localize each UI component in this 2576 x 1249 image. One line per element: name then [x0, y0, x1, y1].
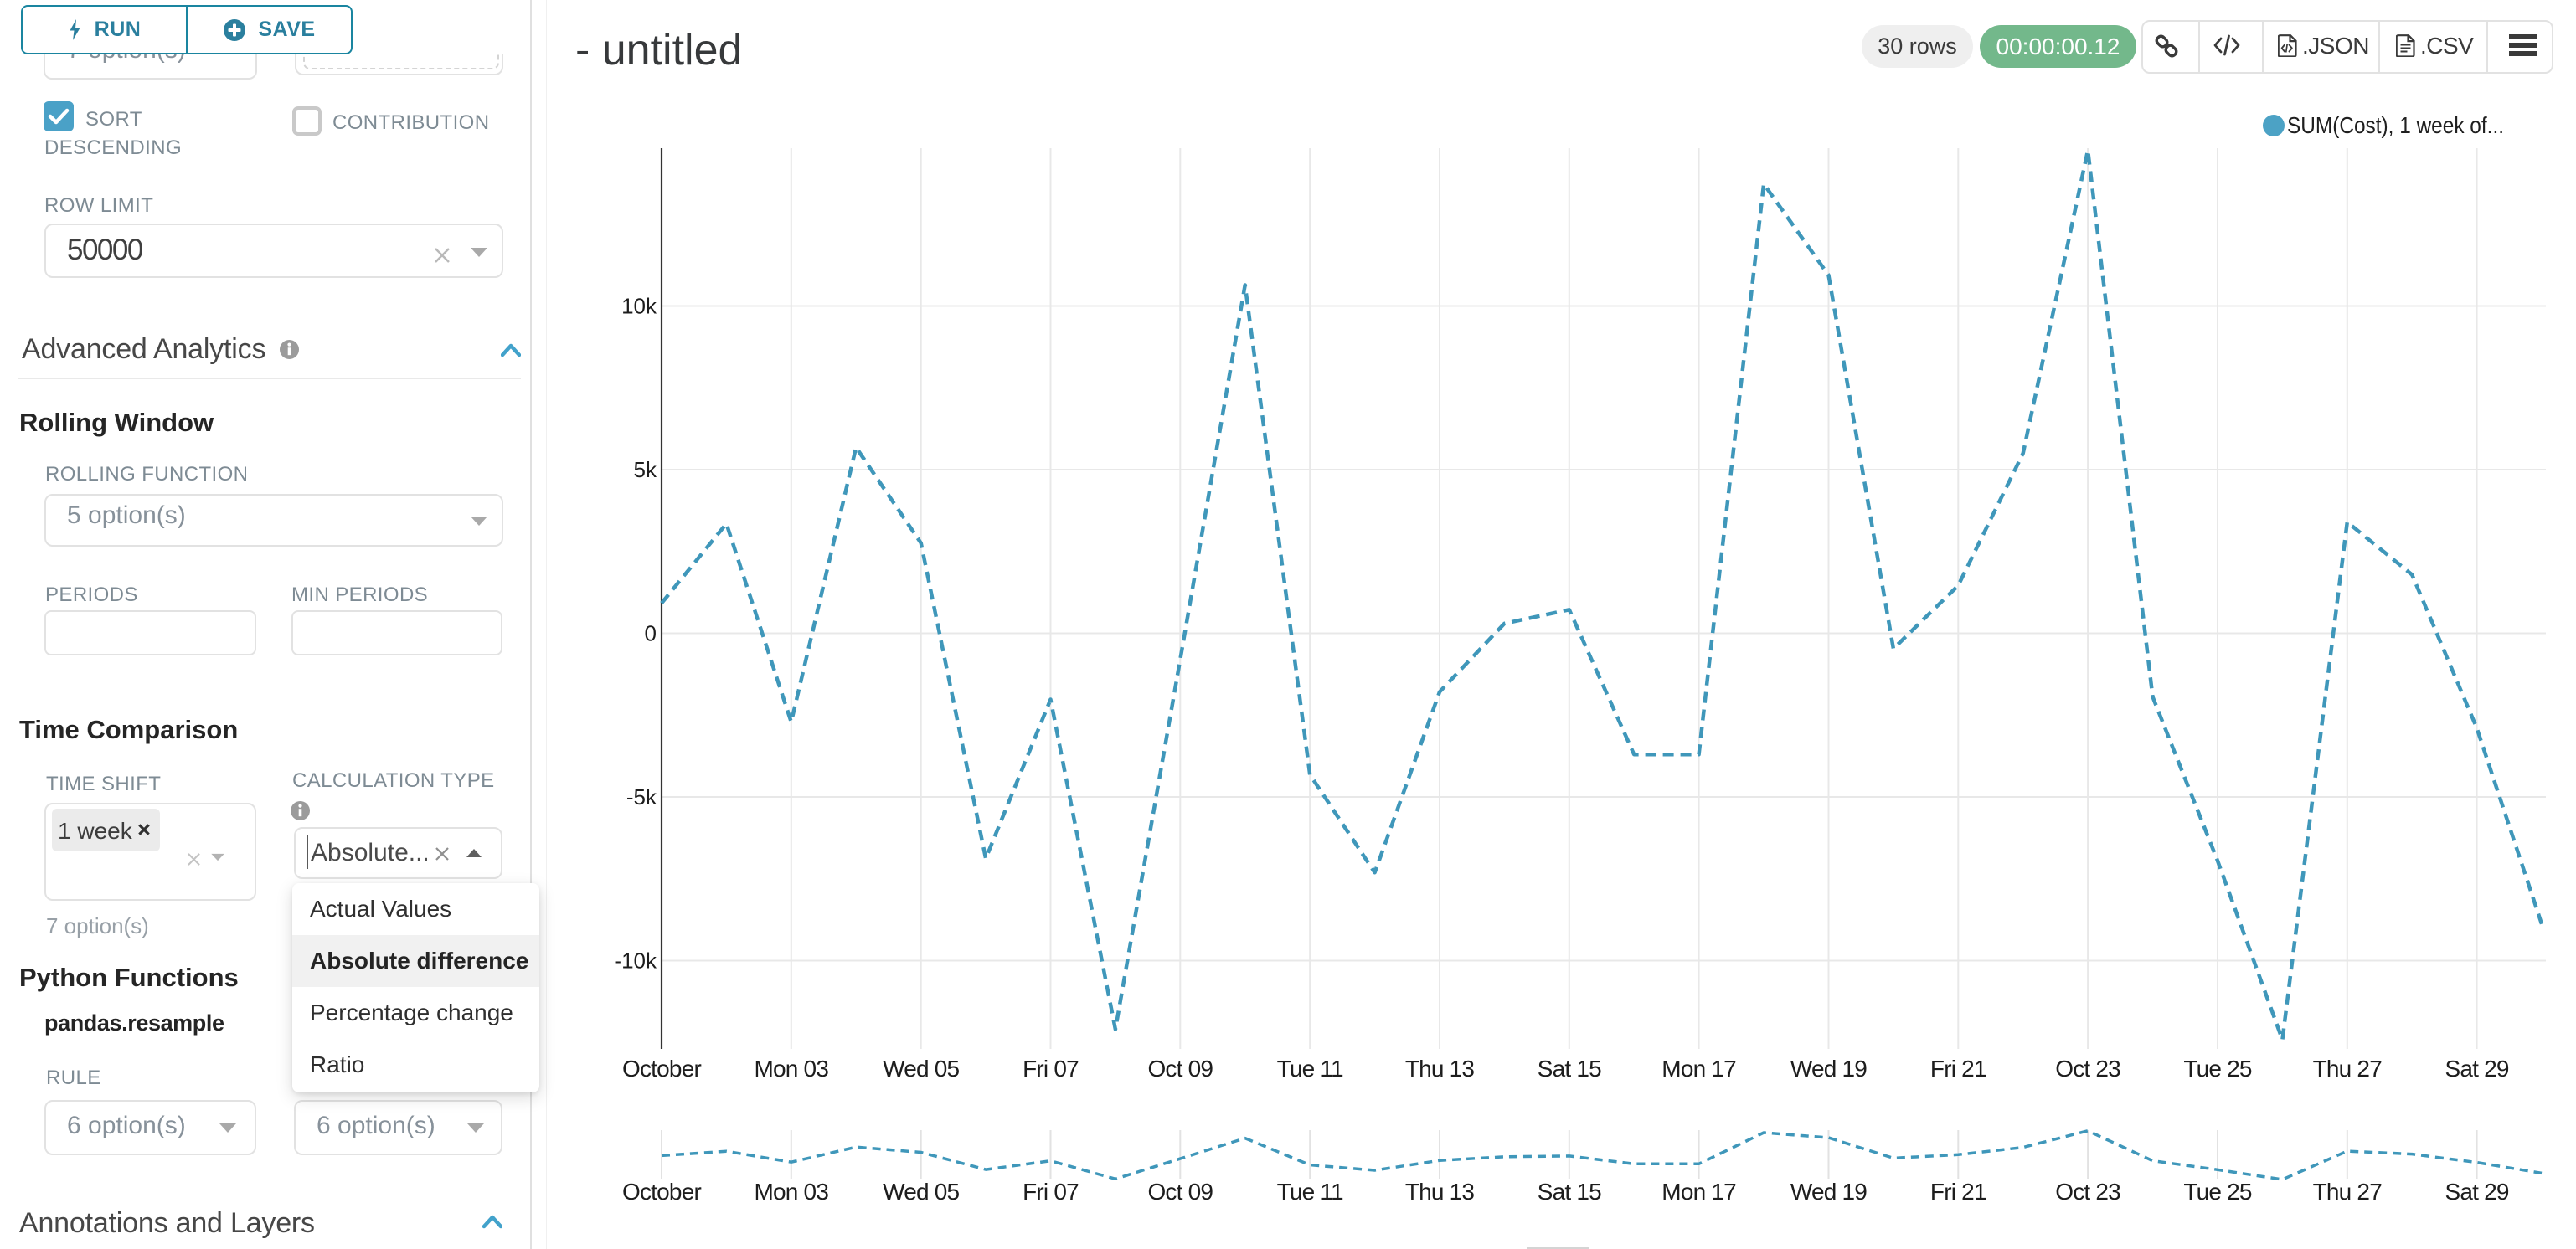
svg-text:Sat 29: Sat 29	[2445, 1179, 2509, 1205]
svg-text:Mon 17: Mon 17	[1662, 1056, 1736, 1082]
svg-text:Fri 07: Fri 07	[1023, 1056, 1079, 1082]
svg-text:Oct 09: Oct 09	[1147, 1179, 1213, 1205]
svg-text:Oct 23: Oct 23	[2055, 1056, 2120, 1082]
svg-text:Fri 21: Fri 21	[1930, 1056, 1986, 1082]
svg-text:October: October	[622, 1179, 701, 1205]
svg-text:Sat 15: Sat 15	[1538, 1179, 1601, 1205]
svg-text:Oct 23: Oct 23	[2055, 1179, 2120, 1205]
svg-text:Thu 27: Thu 27	[2313, 1056, 2383, 1082]
svg-text:October: October	[622, 1056, 701, 1082]
svg-text:Sat 29: Sat 29	[2445, 1056, 2509, 1082]
svg-text:Tue 11: Tue 11	[1277, 1179, 1343, 1205]
svg-text:10k: 10k	[621, 294, 657, 319]
svg-text:5k: 5k	[634, 457, 657, 482]
svg-text:Fri 07: Fri 07	[1023, 1179, 1079, 1205]
svg-text:Fri 21: Fri 21	[1930, 1179, 1986, 1205]
svg-text:Thu 13: Thu 13	[1405, 1179, 1475, 1205]
svg-text:Mon 03: Mon 03	[755, 1179, 829, 1205]
svg-text:Wed 19: Wed 19	[1790, 1179, 1867, 1205]
svg-text:Wed 05: Wed 05	[883, 1056, 959, 1082]
svg-text:Mon 17: Mon 17	[1662, 1179, 1736, 1205]
svg-text:Tue 11: Tue 11	[1277, 1056, 1343, 1082]
svg-text:Oct 09: Oct 09	[1147, 1056, 1213, 1082]
svg-text:Thu 27: Thu 27	[2313, 1179, 2383, 1205]
svg-text:0: 0	[645, 621, 657, 646]
svg-text:Sat 15: Sat 15	[1538, 1056, 1601, 1082]
svg-text:Wed 05: Wed 05	[883, 1179, 959, 1205]
svg-text:-10k: -10k	[614, 948, 657, 974]
svg-text:Mon 03: Mon 03	[755, 1056, 829, 1082]
svg-text:Wed 19: Wed 19	[1790, 1056, 1867, 1082]
svg-text:Tue 25: Tue 25	[2183, 1179, 2252, 1205]
svg-text:-5k: -5k	[626, 784, 657, 810]
svg-text:Tue 25: Tue 25	[2183, 1056, 2252, 1082]
svg-text:SUM(Cost), 1 week of...: SUM(Cost), 1 week of...	[2287, 112, 2504, 138]
svg-text:Thu 13: Thu 13	[1405, 1056, 1475, 1082]
